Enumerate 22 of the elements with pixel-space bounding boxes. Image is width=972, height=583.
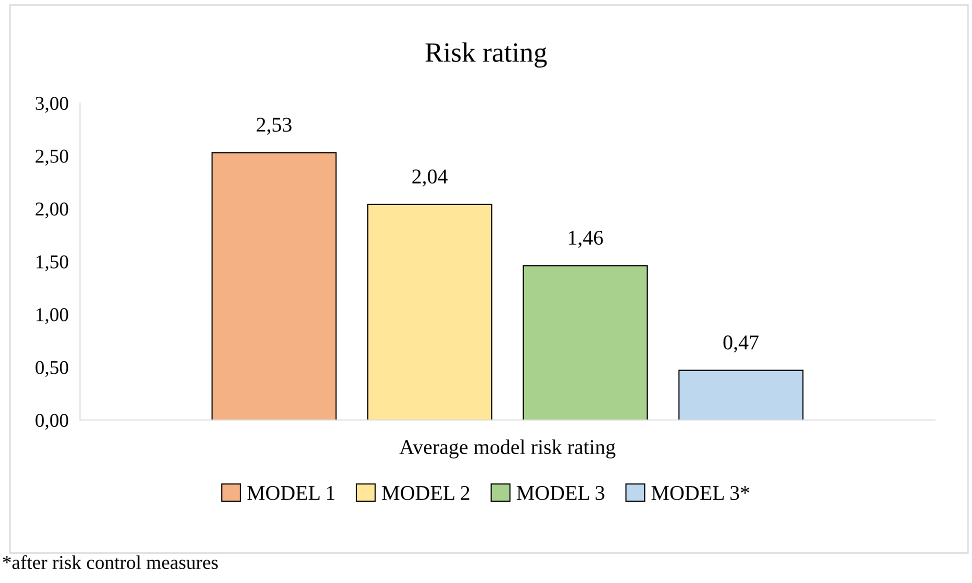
bar — [522, 265, 648, 420]
bar — [212, 152, 337, 420]
y-tick-label: 2,00 — [36, 202, 68, 218]
y-tick-label: 0,00 — [36, 414, 68, 430]
y-tick-label: 3,00 — [36, 96, 68, 113]
legend-label: MODEL 1 — [247, 486, 334, 500]
y-tick-label: 1,00 — [36, 308, 68, 324]
chart-title: Risk rating — [425, 42, 547, 68]
y-tick-label: 0,50 — [36, 360, 68, 377]
data-label: 2,53 — [256, 118, 292, 135]
data-label: 1,46 — [568, 230, 603, 248]
data-label: 0,47 — [723, 335, 759, 352]
y-tick-label: 1,50 — [36, 255, 68, 272]
text: *after risk control measures — [2, 555, 218, 570]
bar — [367, 204, 492, 420]
y-tick-label: 2,50 — [36, 150, 68, 166]
legend-label: MODEL 3 — [516, 486, 604, 500]
data-label: 2,04 — [412, 169, 448, 187]
bar — [678, 370, 804, 420]
legend-label: MODEL 3* — [652, 486, 750, 500]
legend-label: MODEL 2 — [382, 486, 470, 500]
x-tick-label: Average model risk rating — [399, 439, 616, 458]
